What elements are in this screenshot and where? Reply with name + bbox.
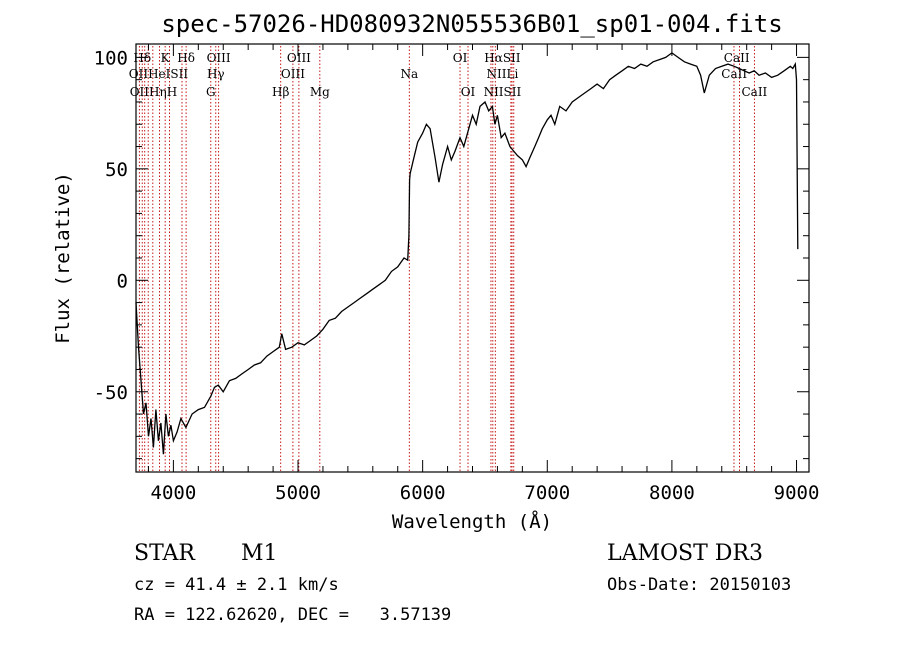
- line-label-3: OIII: [207, 51, 231, 65]
- x-tick-label-4: 8000: [649, 482, 695, 504]
- line-label-2: Hδ: [177, 51, 195, 65]
- x-axis-label: Wavelength (Å): [392, 510, 552, 533]
- line-label-10: OIII: [281, 67, 305, 81]
- observation-date: Obs-Date: 20150103: [607, 575, 791, 595]
- line-label-12: NIILi: [487, 67, 519, 81]
- x-tick-label-1: 5000: [275, 482, 321, 504]
- line-labels: Hδ K Hδ OIII OIII OI HαSII CaII OIIHeISII Hγ OIII N…: [129, 51, 768, 99]
- line-label-16: Hβ: [272, 85, 289, 99]
- y-tick-label-2: 50: [105, 159, 128, 181]
- y-tick-label-0: -50: [94, 382, 128, 404]
- line-label-17: Mg: [310, 85, 330, 99]
- redshift-info: cz = 41.4 ± 2.1 km/s: [134, 575, 339, 595]
- line-label-8: OIIHeISII: [129, 67, 189, 81]
- survey-name: LAMOST DR3: [607, 541, 763, 566]
- line-label-18: OI: [461, 85, 476, 99]
- line-label-1: K: [161, 51, 171, 65]
- line-label-19: NIISII: [484, 85, 522, 99]
- line-label-9: Hγ: [207, 67, 225, 81]
- plot-frame: [135, 43, 810, 473]
- x-tick-label-0: 4000: [151, 482, 197, 504]
- line-label-14: OIIHηH: [130, 85, 177, 99]
- y-axis-label: Flux (relative): [52, 172, 74, 344]
- object-type: STAR: [134, 541, 196, 566]
- line-label-0: Hδ: [133, 51, 151, 65]
- line-label-7: CaII: [724, 51, 750, 65]
- line-label-13: CaII: [721, 67, 747, 81]
- line-label-15: G: [206, 85, 216, 99]
- line-label-6: HαSII: [484, 51, 521, 65]
- x-tick-label-5: 9000: [774, 482, 820, 504]
- line-label-4: OIII: [287, 51, 311, 65]
- y-tick-label-3: 100: [94, 47, 128, 69]
- spectral-lines: [138, 46, 755, 472]
- line-label-20: CaII: [741, 85, 767, 99]
- line-label-11: Na: [400, 67, 418, 81]
- line-label-5: OI: [453, 51, 468, 65]
- axis-ticks: 4000 5000 6000 7000 8000 9000 -50 0 50 100: [94, 44, 820, 504]
- spectrum-line: [135, 52, 799, 455]
- y-tick-label-1: 0: [117, 270, 128, 292]
- coordinates: RA = 122.62620, DEC = 3.57139: [134, 605, 451, 625]
- x-tick-label-3: 7000: [524, 482, 570, 504]
- object-subclass: M1: [241, 541, 278, 566]
- x-tick-label-2: 6000: [400, 482, 446, 504]
- chart-title: spec-57026-HD080932N055536B01_sp01-004.f…: [161, 10, 782, 38]
